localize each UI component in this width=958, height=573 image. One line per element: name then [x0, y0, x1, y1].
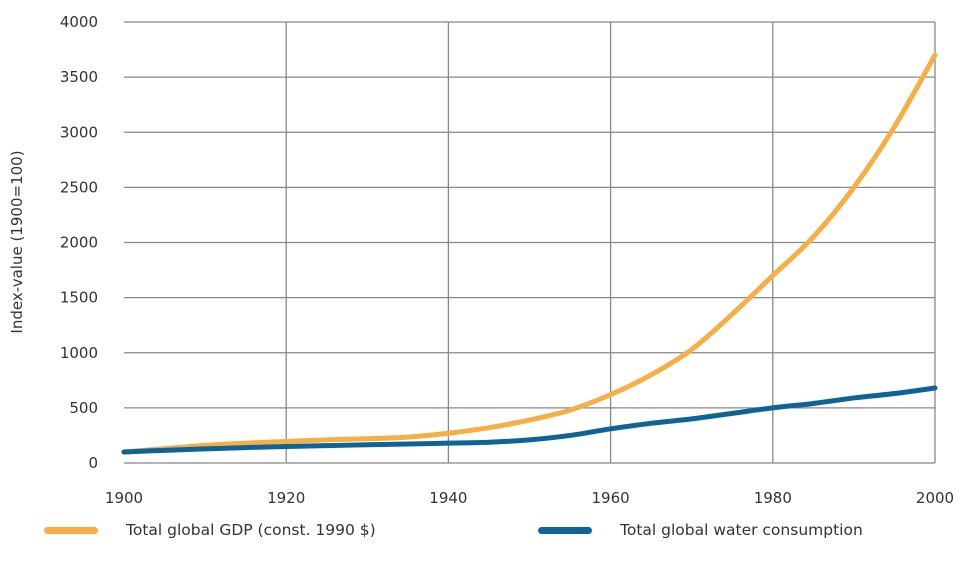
x-tick-label-1900: 1900 [105, 489, 143, 507]
series-line-gdp [121, 52, 938, 455]
x-tick-label-2000: 2000 [916, 489, 954, 507]
y-tick-label-0: 0 [88, 454, 98, 472]
y-tick-label-3000: 3000 [60, 123, 98, 141]
y-tick-label-500: 500 [69, 399, 98, 417]
series-lines [121, 52, 938, 455]
x-axis-ticks: 1900 1920 1940 1960 1980 2000 [105, 489, 954, 507]
legend-item-gdp: Total global GDP (const. 1990 $) [44, 521, 376, 539]
legend-label-water: Total global water consumption [620, 521, 863, 539]
x-tick-label-1940: 1940 [429, 489, 467, 507]
x-tick-label-1960: 1960 [592, 489, 630, 507]
legend-label-gdp: Total global GDP (const. 1990 $) [126, 521, 376, 539]
legend-swatch-gdp [44, 526, 98, 534]
legend-item-water: Total global water consumption [538, 521, 863, 539]
y-tick-label-3500: 3500 [60, 68, 98, 86]
grid [124, 21, 936, 464]
y-axis-ticks: 0 500 1000 1500 2000 2500 3000 3500 4000 [60, 13, 98, 472]
series-line-water [121, 385, 938, 455]
y-tick-label-2500: 2500 [60, 178, 98, 196]
x-tick-label-1980: 1980 [754, 489, 792, 507]
x-tick-label-1920: 1920 [267, 489, 305, 507]
y-tick-label-1500: 1500 [60, 289, 98, 307]
y-axis-label: Index-value (1900=100) [8, 150, 26, 333]
legend-swatch-water [538, 526, 592, 534]
y-tick-label-2000: 2000 [60, 234, 98, 252]
y-tick-label-1000: 1000 [60, 344, 98, 362]
y-tick-label-4000: 4000 [60, 13, 98, 31]
